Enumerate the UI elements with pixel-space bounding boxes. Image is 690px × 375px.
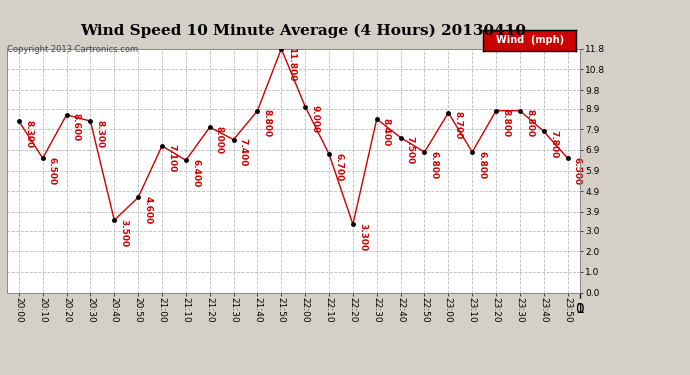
Text: 9.000: 9.000 [310, 105, 319, 134]
Text: 6.500: 6.500 [48, 157, 57, 185]
Text: 8.000: 8.000 [215, 126, 224, 154]
Text: 8.300: 8.300 [96, 120, 105, 148]
Text: 11.800: 11.800 [286, 47, 295, 82]
Text: 8.400: 8.400 [382, 118, 391, 146]
Text: 6.500: 6.500 [573, 157, 582, 185]
Text: 8.700: 8.700 [453, 111, 462, 140]
Text: 7.100: 7.100 [167, 144, 176, 173]
Text: 8.800: 8.800 [502, 110, 511, 138]
Text: 7.800: 7.800 [549, 130, 558, 158]
Text: 6.800: 6.800 [477, 151, 486, 179]
Text: 3.500: 3.500 [119, 219, 128, 247]
Text: 8.600: 8.600 [72, 114, 81, 142]
Text: 4.600: 4.600 [144, 196, 152, 224]
Text: 8.800: 8.800 [263, 110, 272, 138]
Text: 7.400: 7.400 [239, 138, 248, 166]
Text: 6.800: 6.800 [430, 151, 439, 179]
Text: 3.300: 3.300 [358, 223, 367, 251]
Text: 8.300: 8.300 [24, 120, 33, 148]
Text: Wind  (mph): Wind (mph) [495, 35, 564, 45]
Text: Wind Speed 10 Minute Average (4 Hours) 20130410: Wind Speed 10 Minute Average (4 Hours) 2… [81, 23, 526, 38]
Text: 7.500: 7.500 [406, 136, 415, 164]
Text: 6.700: 6.700 [334, 153, 343, 181]
Text: Copyright 2013 Cartronics.com: Copyright 2013 Cartronics.com [7, 45, 138, 54]
Text: 8.800: 8.800 [525, 110, 534, 138]
Text: 6.400: 6.400 [191, 159, 200, 187]
